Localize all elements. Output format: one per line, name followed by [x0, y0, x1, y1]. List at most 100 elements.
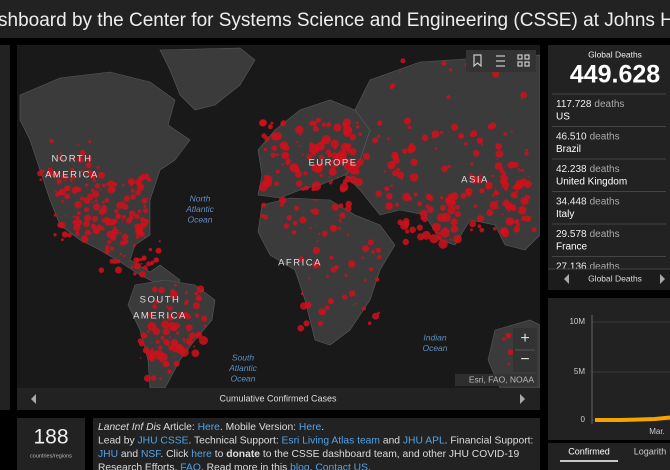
case-dot — [161, 320, 170, 329]
info-span: and — [380, 435, 403, 446]
case-dot — [77, 144, 80, 146]
case-dot — [139, 357, 142, 359]
info-link[interactable]: Here — [198, 422, 221, 433]
case-dot — [176, 363, 179, 366]
death-unit: deaths — [590, 131, 620, 142]
case-dot — [367, 239, 374, 246]
case-dot — [297, 324, 305, 332]
case-dot — [55, 192, 60, 197]
death-country: Italy — [556, 209, 574, 220]
info-link[interactable]: JHU — [98, 449, 118, 460]
case-dot — [358, 162, 362, 166]
case-dot — [146, 330, 150, 333]
case-dot — [327, 160, 332, 166]
case-dot — [203, 324, 207, 327]
case-dot — [201, 315, 208, 322]
case-dot — [339, 186, 346, 193]
continent-label: AFRICA — [278, 258, 322, 269]
case-dot — [325, 122, 332, 128]
continent-label: SOUTH — [140, 295, 181, 306]
case-dot — [303, 185, 309, 191]
case-dot — [84, 229, 91, 236]
case-dot — [61, 158, 65, 162]
ocean-label: Atlantic — [228, 363, 258, 373]
case-dot — [402, 238, 409, 246]
case-dot — [447, 196, 451, 199]
chart-tab[interactable]: Logarith — [634, 446, 667, 456]
zoom-out[interactable]: − — [520, 351, 529, 368]
case-dot — [427, 233, 430, 235]
case-dot — [119, 252, 123, 256]
case-dot — [330, 159, 334, 163]
info-link[interactable]: blog — [290, 462, 310, 470]
info-span: . Mobile Version: — [220, 422, 299, 433]
case-dot — [316, 117, 321, 123]
case-dot — [110, 187, 116, 193]
case-dot — [493, 190, 499, 195]
deaths-prev[interactable] — [564, 274, 569, 284]
case-dot — [184, 301, 188, 306]
case-dot — [396, 171, 405, 179]
case-dot — [84, 174, 86, 177]
case-dot — [469, 228, 473, 232]
case-dot — [304, 301, 312, 309]
case-dot — [517, 167, 520, 170]
case-dot — [431, 130, 440, 139]
case-dot — [58, 188, 66, 196]
case-dot — [355, 302, 357, 305]
case-dot — [153, 350, 157, 354]
legend-button[interactable] — [496, 55, 505, 67]
case-dot — [384, 186, 390, 192]
bookmark-button[interactable] — [473, 54, 482, 68]
case-dot — [485, 182, 490, 188]
case-dot — [450, 225, 459, 233]
case-dot — [90, 223, 97, 230]
case-dot — [318, 308, 326, 316]
info-link[interactable]: NSF — [141, 449, 161, 460]
info-link[interactable]: JHU APL — [403, 435, 445, 446]
case-dot — [183, 340, 186, 343]
case-dot — [143, 204, 147, 208]
prev-arrow[interactable] — [31, 394, 36, 404]
case-dot — [138, 175, 144, 182]
chart-tab[interactable]: Confirmed — [568, 446, 610, 456]
case-dot — [129, 210, 136, 217]
info-link[interactable]: Here — [299, 422, 322, 433]
basemap-button[interactable] — [517, 54, 530, 67]
case-dot — [314, 199, 317, 202]
case-dot — [279, 203, 284, 207]
case-dot — [314, 224, 317, 227]
info-link[interactable]: Esri Living Atlas team — [282, 435, 380, 446]
case-dot — [349, 176, 358, 184]
case-dot — [292, 220, 298, 226]
case-dot — [119, 232, 122, 234]
case-dot — [47, 171, 53, 177]
case-dot — [438, 239, 448, 249]
case-dot — [79, 150, 86, 156]
case-dot — [61, 173, 67, 180]
info-link[interactable]: JHU CSSE — [138, 435, 189, 446]
deaths-next[interactable] — [660, 274, 665, 284]
info-span: Article: — [161, 422, 198, 433]
zoom-in[interactable]: + — [520, 330, 529, 347]
map[interactable]: NORTH AMERICA EUROPE ASIA AFRICA SOUTH AMERICA… — [17, 45, 540, 388]
case-dot — [76, 230, 80, 234]
case-dot — [523, 199, 526, 203]
case-dot — [92, 190, 100, 198]
case-dot — [528, 176, 531, 179]
info-link[interactable]: Contact US — [315, 462, 368, 470]
case-dot — [154, 299, 159, 304]
case-dot — [134, 213, 140, 219]
map-footer — [17, 389, 540, 410]
case-dot — [286, 158, 291, 164]
info-link[interactable]: here — [191, 449, 212, 460]
case-dot — [141, 255, 147, 261]
case-dot — [49, 138, 54, 144]
info-link[interactable]: FAQ — [180, 462, 201, 470]
case-dot — [147, 177, 152, 182]
case-dot — [115, 213, 122, 220]
death-value: 117.728 — [556, 99, 592, 110]
case-dot — [316, 240, 319, 243]
continent-label: EUROPE — [308, 158, 357, 169]
next-arrow[interactable] — [520, 394, 525, 404]
